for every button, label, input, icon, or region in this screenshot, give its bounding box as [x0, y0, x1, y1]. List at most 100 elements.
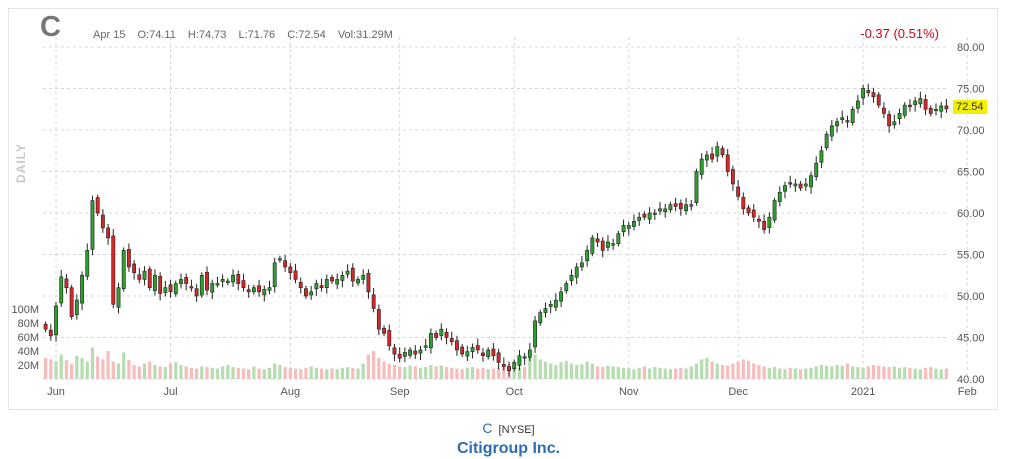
volume-bar [340, 367, 345, 379]
price-change: -0.37 (0.51%) [860, 26, 939, 41]
candle-body [861, 88, 866, 99]
candle-body [444, 331, 449, 338]
candle-body [699, 158, 704, 175]
volume-bar [533, 354, 537, 379]
candle-body [574, 266, 579, 278]
candle-body [668, 204, 673, 211]
volume-bar [845, 363, 850, 379]
volume-bar [418, 367, 423, 379]
candle-body [397, 353, 402, 359]
candle-body [710, 153, 715, 160]
x-tick-label: Jun [47, 386, 65, 398]
ohlc-close: C:72.54 [287, 29, 326, 41]
candle-body [189, 286, 194, 289]
volume-bar [221, 366, 225, 379]
volume-bar [903, 367, 907, 379]
volume-bar [835, 365, 839, 379]
candle-body [298, 282, 303, 289]
candle-body [606, 241, 610, 248]
footer-exchange: [NYSE] [498, 424, 535, 436]
volume-bar [470, 367, 475, 379]
volume-bar [59, 354, 63, 379]
volume-bar [345, 367, 350, 379]
candle-body [543, 308, 548, 313]
ohlc-readout: Apr 15 O:74.11 H:74.73 L:71.76 C:72.54 V… [93, 29, 402, 41]
candle-body [418, 349, 423, 354]
candle-body [330, 277, 334, 282]
candle-body [132, 263, 137, 274]
volume-bar [616, 367, 620, 379]
volume-bar [731, 363, 735, 379]
volume-bar [111, 361, 115, 379]
volume-bar [772, 367, 777, 379]
volume-bar [866, 366, 870, 379]
candle-body [90, 200, 95, 250]
candle-body [845, 120, 850, 123]
volume-bar [746, 360, 751, 379]
candle-body [829, 125, 834, 137]
footer-symbol-link[interactable]: C [482, 420, 493, 436]
volume-bar [720, 365, 725, 379]
candle-body [600, 240, 605, 251]
candle-body [205, 271, 209, 291]
volume-bar [361, 363, 365, 379]
volume-bar [783, 369, 787, 379]
volume-bar [486, 369, 490, 379]
volume-bar [184, 366, 188, 379]
volume-bar [194, 368, 199, 379]
volume-bar [101, 359, 105, 379]
volume-bar [637, 367, 641, 379]
volume-bar [908, 367, 912, 379]
volume-bar [679, 367, 683, 379]
y-tick-label: 60.00 [957, 208, 985, 220]
candle-body [579, 262, 584, 268]
volume-bar [106, 351, 110, 379]
volume-bar [611, 366, 615, 379]
candle-body [465, 351, 470, 357]
candle-body [684, 204, 688, 212]
candle-body [215, 283, 220, 286]
candle-body [319, 285, 324, 288]
candle-body [210, 283, 215, 293]
candle-body [199, 274, 204, 296]
candle-body [434, 333, 439, 338]
candle-body [304, 288, 308, 297]
volume-bar [304, 367, 308, 379]
company-name-link[interactable]: Citigroup Inc. [456, 440, 561, 457]
volume-bar [257, 368, 261, 379]
ohlc-date: Apr 15 [93, 29, 126, 41]
volume-bar [226, 365, 230, 379]
volume-bar [694, 363, 699, 379]
candle-body [100, 214, 105, 229]
candle-body [106, 227, 111, 239]
price-chart[interactable]: 40.00 45.00 50.00 55.00 60.00 65.00 70.00 75.00… [9, 9, 997, 409]
volume-bar [288, 367, 292, 379]
candle-body [356, 279, 360, 284]
volume-bar [200, 366, 204, 379]
candle-body [569, 274, 574, 281]
candle-body [85, 250, 90, 277]
y-tick-label: 75.00 [957, 84, 985, 96]
candle-body [241, 280, 246, 289]
volume-bar [830, 366, 834, 379]
candle-body [184, 277, 189, 284]
x-tick-label: Aug [281, 386, 301, 398]
volume-bar [804, 368, 808, 379]
candle-body [725, 154, 730, 172]
candle-body [855, 100, 860, 109]
volume-bar [314, 367, 318, 379]
volume-bar [580, 364, 584, 379]
volume-bar [877, 365, 881, 379]
volume-bar [861, 367, 865, 379]
candle-body [673, 203, 678, 207]
candle-body [767, 216, 772, 228]
candle-body [251, 287, 256, 293]
volume-bar [241, 368, 246, 379]
volume-bar [382, 361, 386, 379]
volume-bar [80, 358, 84, 379]
candle-body [663, 208, 668, 213]
volume-bar [455, 368, 459, 379]
candle-body [908, 104, 912, 108]
candle-body [522, 356, 527, 359]
candle-body [449, 338, 454, 342]
